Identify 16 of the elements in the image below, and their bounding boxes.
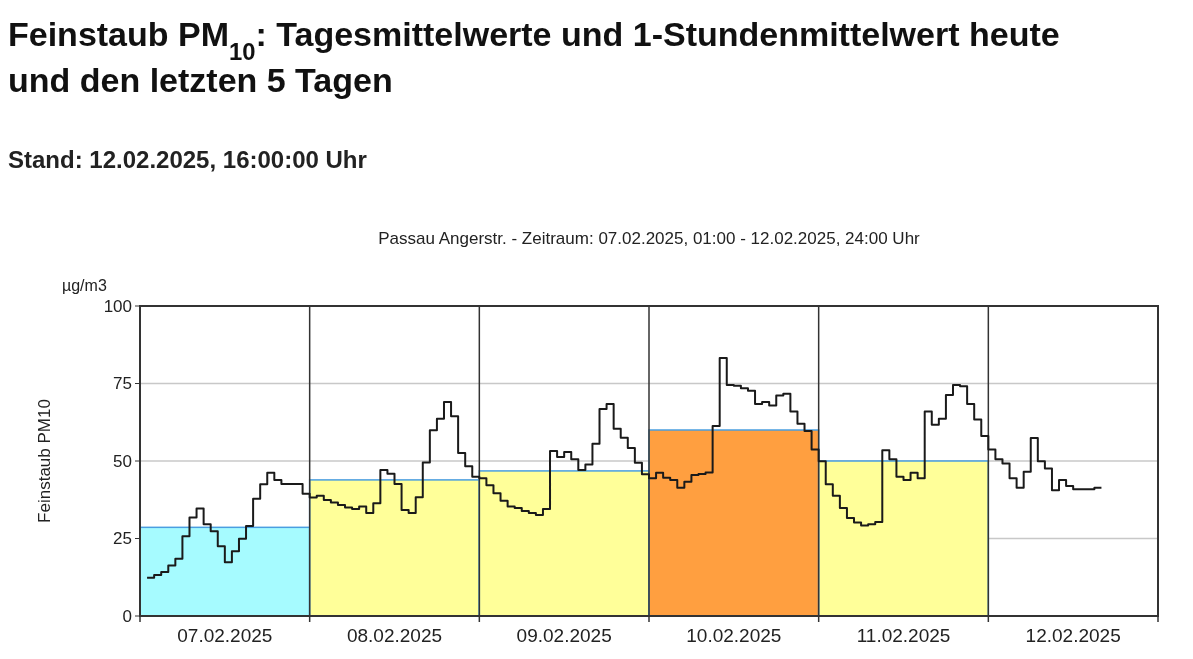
x-tick-label: 10.02.2025 (686, 625, 782, 646)
x-tick-label: 12.02.2025 (1025, 625, 1121, 646)
y-tick-label: 0 (122, 606, 132, 626)
y-tick-label: 75 (113, 374, 132, 394)
y-tick-label: 100 (103, 296, 132, 316)
x-tick-label: 07.02.2025 (177, 625, 273, 646)
y-tick-label: 25 (113, 529, 132, 549)
chart-title: Feinstaub PM$_{10}$: Tagesmittelwerte und 1-Stundenmittelwert heute und den letzten 5 Tagen (8, 15, 1060, 99)
y-axis-title: Feinstaub PM10 (35, 399, 54, 523)
x-tick-label: 11.02.2025 (856, 625, 951, 646)
text: µg/m3 (62, 277, 107, 294)
x-tick-label: 08.02.2025 (346, 625, 443, 646)
x-tick-label: 09.02.2025 (516, 625, 612, 646)
text: Passau Angerstr. - Zeitraum: 07.02.2025, 01:00 - 12.02.2025, 24:00 Uhr (378, 229, 921, 248)
y-tick-label: 50 (113, 451, 132, 471)
chart-subtitle: Stand: 12.02.2025, 16:00:00 Uhr (8, 146, 367, 173)
